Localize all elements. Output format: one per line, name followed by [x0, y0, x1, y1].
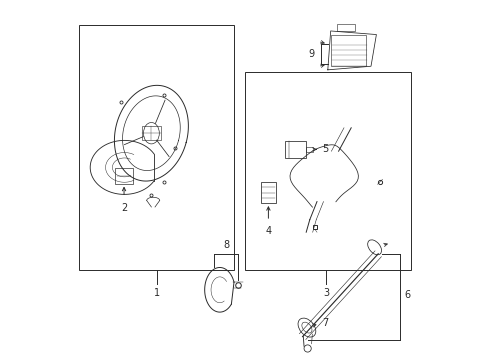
Bar	[116, 168, 133, 184]
Text: 5: 5	[322, 144, 329, 154]
Bar	[79, 25, 234, 270]
Text: 2: 2	[121, 203, 127, 213]
Bar	[245, 72, 411, 270]
Text: 3: 3	[323, 288, 329, 298]
Text: 7: 7	[322, 318, 328, 328]
Bar	[331, 35, 366, 66]
Bar	[142, 126, 161, 140]
Bar	[261, 182, 276, 203]
Text: 9: 9	[309, 49, 315, 59]
Text: 6: 6	[404, 290, 410, 300]
Bar	[285, 141, 306, 158]
Bar	[337, 24, 355, 31]
Text: 4: 4	[266, 226, 271, 236]
Text: 1: 1	[154, 288, 160, 298]
Text: 8: 8	[223, 240, 229, 250]
Bar	[306, 147, 313, 152]
